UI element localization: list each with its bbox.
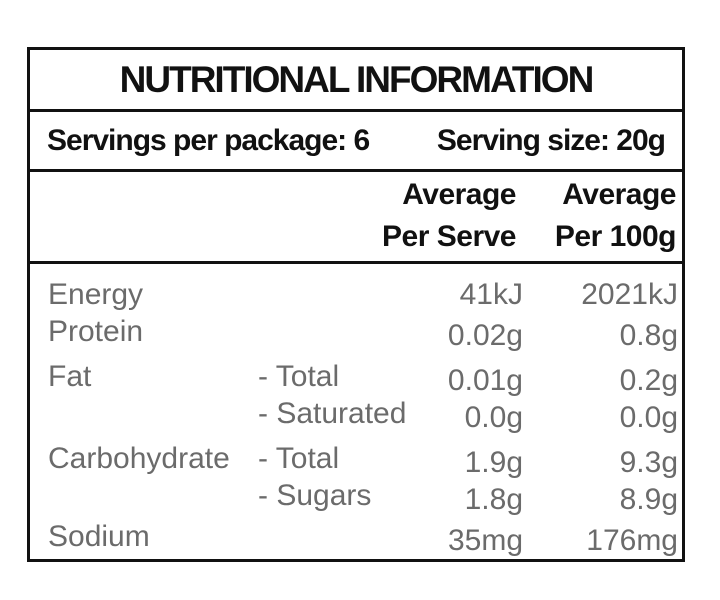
value-per-serve: 1.9g	[464, 446, 523, 479]
column-header-per-100g: Average Per 100g	[554, 177, 677, 253]
nutrient-name: Sodium	[48, 520, 150, 553]
panel-title: NUTRITIONAL INFORMATION	[30, 50, 682, 112]
nutrition-panel: NUTRITIONAL INFORMATION Servings per pac…	[27, 47, 685, 562]
nutrient-name	[48, 477, 258, 514]
table-row-fat-total: Fat - Total 0.01g 0.2g	[30, 358, 682, 397]
value-per-100g: 0.8g	[619, 319, 678, 352]
value-per-100g: 176mg	[586, 524, 678, 557]
value-per-100g: 9.3g	[619, 446, 678, 479]
nutrition-table: Energy 41kJ 2021kJ Protein 0.02g 0.8g Fa…	[30, 264, 682, 557]
value-per-serve: 1.8g	[464, 483, 523, 516]
serving-size: Serving size: 20g	[436, 123, 666, 157]
nutrient-sublabel: - Total	[258, 360, 340, 393]
value-per-100g: 0.0g	[619, 401, 678, 434]
value-per-100g: 0.2g	[619, 364, 678, 397]
nutrient-name: Energy	[48, 278, 144, 311]
nutrient-sublabel: - Total	[258, 442, 340, 475]
table-row-sodium: Sodium 35mg 176mg	[30, 518, 682, 557]
nutrient-name: Carbohydrate	[48, 442, 230, 475]
column-header-per-serve: Average Per Serve	[382, 177, 516, 253]
value-per-serve: 35mg	[447, 524, 523, 557]
table-row-protein: Protein 0.02g 0.8g	[30, 313, 682, 352]
table-row-fat-saturated: - Saturated 0.0g 0.0g	[30, 395, 682, 434]
nutrient-sublabel	[258, 518, 428, 555]
value-per-serve: 0.01g	[447, 364, 523, 397]
value-per-serve: 0.02g	[447, 319, 523, 352]
nutrient-name: Protein	[48, 315, 144, 348]
servings-row: Servings per package: 6 Serving size: 20…	[30, 112, 682, 172]
nutrient-sublabel: - Sugars	[258, 479, 372, 512]
table-row-carbohydrate-total: Carbohydrate - Total 1.9g 9.3g	[30, 440, 682, 479]
nutrient-sublabel: - Saturated	[258, 397, 407, 430]
column-headers: Average Per Serve Average Per 100g	[30, 172, 682, 264]
table-row-energy: Energy 41kJ 2021kJ	[30, 276, 682, 313]
value-per-100g: 8.9g	[619, 483, 678, 516]
value-per-serve: 41kJ	[459, 278, 523, 311]
nutrient-sublabel	[258, 276, 428, 313]
nutrient-name: Fat	[48, 360, 92, 393]
table-row-carbohydrate-sugars: - Sugars 1.8g 8.9g	[30, 477, 682, 516]
servings-per-package: Servings per package: 6	[47, 123, 370, 157]
nutrient-sublabel	[258, 313, 428, 350]
value-per-serve: 0.0g	[464, 401, 523, 434]
nutrient-name	[48, 395, 258, 432]
value-per-100g: 2021kJ	[581, 278, 678, 311]
